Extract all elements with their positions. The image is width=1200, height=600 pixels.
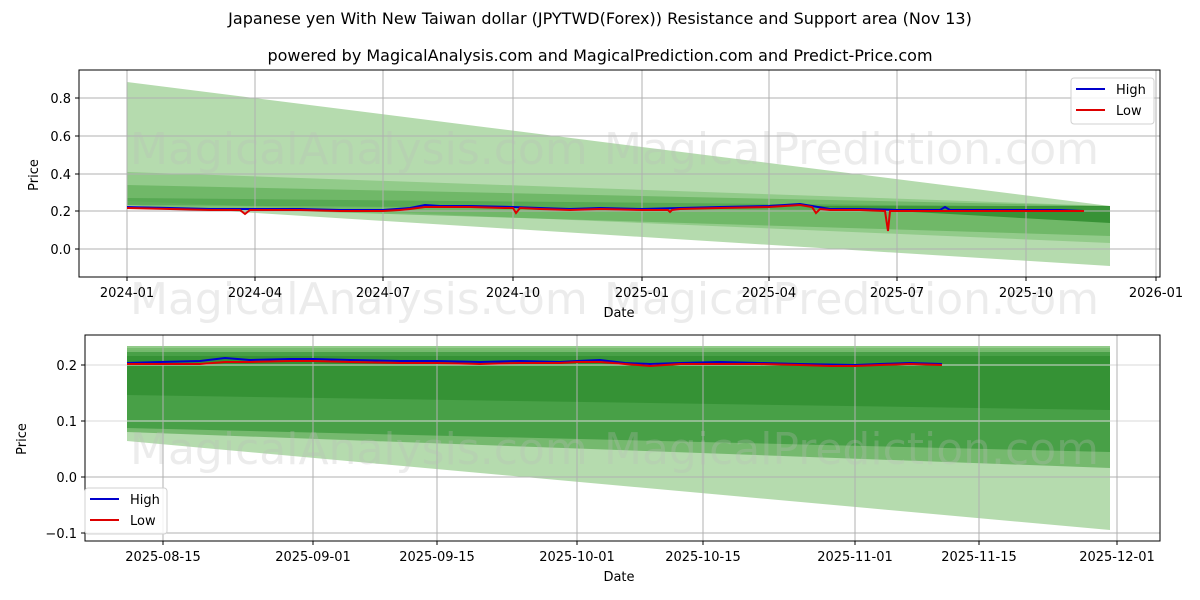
x-tick-label: 2024-07 <box>356 286 410 301</box>
bottom-legend: High Low <box>84 487 168 535</box>
x-tick-label: 2025-11-01 <box>817 550 893 565</box>
chart-subtitle: powered by MagicalAnalysis.com and Magic… <box>267 46 933 65</box>
x-tick-label: 2025-12-01 <box>1079 550 1155 565</box>
x-tick-label: 2024-04 <box>228 286 282 301</box>
x-tick-label: 2025-07 <box>870 286 924 301</box>
top-chart: MagicalAnalysis.com MagicalPrediction.co… <box>27 69 1183 325</box>
x-tick-label: 2025-04 <box>742 286 796 301</box>
x-tick-label: 2025-08-15 <box>125 550 201 565</box>
legend-high-label: High <box>1116 83 1146 98</box>
watermark-text: MagicalAnalysis.com <box>130 424 588 475</box>
y-tick-label: 0.4 <box>50 168 71 183</box>
bottom-band-layer <box>127 346 1110 350</box>
y-axis-label: Price <box>15 423 30 455</box>
legend-low-label: Low <box>1116 104 1142 119</box>
watermark-text: MagicalPrediction.com <box>604 274 1099 325</box>
y-tick-label: 0.1 <box>56 415 77 430</box>
x-tick-label: 2024-10 <box>486 286 540 301</box>
legend-high-label: High <box>130 493 160 508</box>
y-tick-label: −0.1 <box>45 527 77 542</box>
top-legend: High Low <box>1070 77 1155 125</box>
y-tick-label: 0.2 <box>56 359 77 374</box>
x-tick-label: 2025-11-15 <box>941 550 1017 565</box>
x-tick-label: 2025-01 <box>615 286 669 301</box>
x-axis-label: Date <box>603 306 634 321</box>
bottom-chart: MagicalAnalysis.com MagicalPrediction.co… <box>15 334 1161 585</box>
x-axis-label: Date <box>603 570 634 585</box>
x-tick-label: 2025-10 <box>999 286 1053 301</box>
y-axis-label: Price <box>27 159 42 191</box>
bottom-low-line <box>127 360 943 368</box>
top-low-line <box>126 203 1084 232</box>
y-tick-label: 0.0 <box>56 471 77 486</box>
x-tick-label: 2026-01 <box>1129 286 1183 301</box>
bottom-axes-frame <box>84 334 1161 542</box>
x-tick-label: 2025-09-15 <box>399 550 475 565</box>
y-tick-label: 0.6 <box>50 130 71 145</box>
chart-title: Japanese yen With New Taiwan dollar (JPY… <box>228 9 972 28</box>
y-tick-label: 0.0 <box>50 243 71 258</box>
x-tick-label: 2025-10-01 <box>539 550 615 565</box>
legend-low-label: Low <box>130 514 156 529</box>
x-tick-label: 2025-10-15 <box>665 550 741 565</box>
x-tick-label: 2024-01 <box>100 286 154 301</box>
watermark-text: MagicalAnalysis.com <box>130 124 588 175</box>
watermark-text: MagicalPrediction.com <box>604 124 1099 175</box>
x-tick-label: 2025-09-01 <box>275 550 351 565</box>
watermark-text: MagicalPrediction.com <box>604 424 1099 475</box>
bottom-band-layer <box>127 356 1110 410</box>
watermark-text: MagicalAnalysis.com <box>130 274 588 325</box>
bottom-grid <box>85 335 1160 541</box>
y-tick-label: 0.2 <box>50 205 71 220</box>
y-tick-label: 0.8 <box>50 92 71 107</box>
